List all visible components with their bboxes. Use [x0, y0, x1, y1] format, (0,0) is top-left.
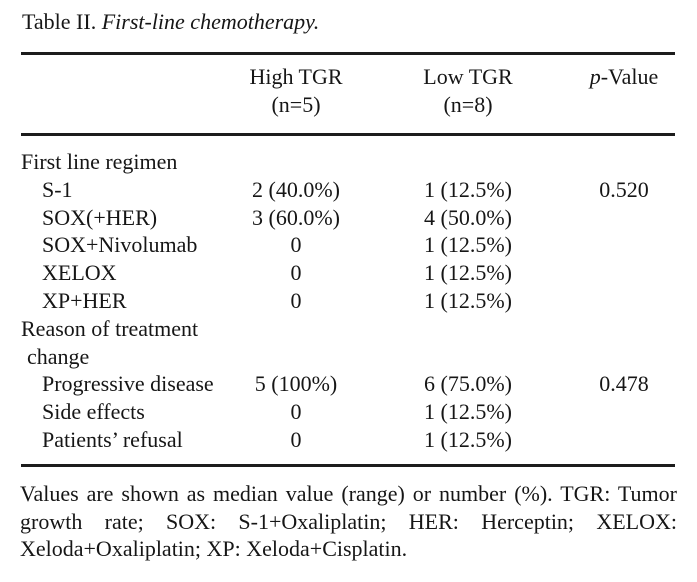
column-header-low-tgr-line1: Low TGR — [423, 64, 513, 89]
table-footnote: Values are shown as median value (range)… — [20, 480, 677, 563]
table-row-patients-refusal: Patients’ refusal 0 1 (12.5%) — [0, 426, 697, 454]
cell-low-tgr: 1 (12.5%) — [424, 176, 512, 202]
table-body: First line regimen S-1 2 (40.0%) 1 (12.5… — [0, 148, 697, 454]
table-row-sox-her: SOX(+HER) 3 (60.0%) 4 (50.0%) — [0, 204, 697, 232]
column-header-high-tgr-line1: High TGR — [249, 64, 343, 89]
cell-high-tgr: 0 — [290, 232, 302, 258]
table-row-xp-her: XP+HER 0 1 (12.5%) — [0, 287, 697, 315]
table-title: Table II. First-line chemotherapy. — [22, 8, 319, 36]
table-row-section-reason-of-treatment: Reason of treatment — [0, 315, 697, 343]
cell-high-tgr: 0 — [290, 426, 302, 452]
row-label: change — [27, 343, 90, 369]
table-row-side-effects: Side effects 0 1 (12.5%) — [0, 398, 697, 426]
cell-p-value: 0.478 — [599, 371, 649, 397]
column-header-high-tgr-line2: (n=5) — [271, 91, 321, 117]
cell-high-tgr: 0 — [290, 399, 302, 425]
row-label: Patients’ refusal — [42, 426, 183, 452]
row-label: Progressive disease — [42, 371, 214, 397]
cell-low-tgr: 1 (12.5%) — [424, 260, 512, 286]
column-header-p-value: p-Value — [590, 63, 658, 91]
top-rule — [21, 52, 675, 55]
footnote-line-1: Values are shown as median value (range)… — [20, 481, 677, 506]
cell-high-tgr: 0 — [290, 287, 302, 313]
row-label: SOX(+HER) — [42, 204, 158, 230]
row-label: XELOX — [42, 260, 117, 286]
column-header-low-tgr: Low TGR (n=8) — [423, 63, 512, 119]
cell-low-tgr: 1 (12.5%) — [424, 287, 512, 313]
table-row-section-change: change — [0, 343, 697, 371]
cell-high-tgr: 5 (100%) — [254, 371, 338, 397]
table-row-s1: S-1 2 (40.0%) 1 (12.5%) 0.520 — [0, 176, 697, 204]
row-label: XP+HER — [42, 287, 127, 313]
footnote-line-2: growth rate; SOX: S-1+Oxaliplatin; HER: … — [20, 508, 677, 534]
table-row-progressive-disease: Progressive disease 5 (100%) 6 (75.0%) 0… — [0, 370, 697, 398]
cell-low-tgr: 1 (12.5%) — [424, 232, 512, 258]
cell-low-tgr: 6 (75.0%) — [424, 371, 512, 397]
table-row-xelox: XELOX 0 1 (12.5%) — [0, 259, 697, 287]
header-rule — [21, 133, 675, 136]
table-title-label: Table II. — [22, 9, 102, 34]
row-label: SOX+Nivolumab — [42, 232, 198, 258]
row-label: First line regimen — [21, 149, 178, 174]
bottom-rule — [21, 464, 675, 467]
column-header-p-rest: -Value — [600, 64, 659, 89]
row-label: S-1 — [42, 176, 73, 202]
cell-low-tgr: 1 (12.5%) — [424, 399, 512, 425]
table-title-italic: First-line chemotherapy. — [101, 9, 320, 34]
cell-high-tgr: 0 — [290, 260, 302, 286]
row-label: Side effects — [42, 399, 145, 425]
footnote-line-3: Xeloda+Oxaliplatin; XP: Xeloda+Cisplatin… — [20, 536, 408, 562]
table-row-sox-nivolumab: SOX+Nivolumab 0 1 (12.5%) — [0, 231, 697, 259]
column-header-low-tgr-line2: (n=8) — [443, 91, 493, 117]
cell-low-tgr: 4 (50.0%) — [424, 204, 512, 230]
row-label: Reason of treatment — [21, 315, 199, 341]
table-row-section-first-line-regimen: First line regimen — [0, 148, 697, 176]
cell-high-tgr: 2 (40.0%) — [252, 176, 340, 202]
cell-low-tgr: 1 (12.5%) — [424, 426, 512, 452]
column-header-high-tgr: High TGR (n=5) — [249, 63, 342, 119]
cell-p-value: 0.520 — [599, 176, 649, 202]
column-header-p-italic: p — [589, 64, 601, 89]
cell-high-tgr: 3 (60.0%) — [252, 204, 340, 230]
